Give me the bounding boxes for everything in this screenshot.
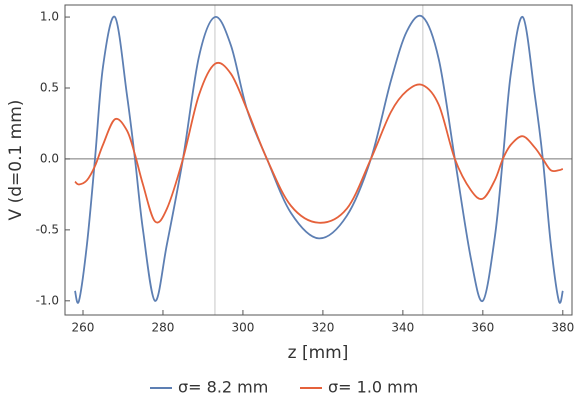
y-tick-label: -1.0 <box>36 293 59 307</box>
plot-frame <box>64 4 573 316</box>
legend-label: σ= 1.0 mm <box>328 378 418 397</box>
line <box>74 14 564 304</box>
y-tick-label: -0.5 <box>36 222 59 236</box>
x-axis-label: z [mm] <box>288 343 349 363</box>
x-tick-label: 320 <box>311 321 334 335</box>
y-tick-label: 0.0 <box>40 151 59 165</box>
x-tick-label: 280 <box>152 321 175 335</box>
x-tick-label: 380 <box>551 321 574 335</box>
x-tick-label: 360 <box>471 321 494 335</box>
x-tick-label: 260 <box>72 321 95 335</box>
y-tick-label: 1.0 <box>40 10 59 24</box>
x-tick-label: 340 <box>391 321 414 335</box>
y-tick-label: 0.5 <box>40 80 59 94</box>
line <box>74 61 564 224</box>
legend-label: σ= 8.2 mm <box>178 378 268 397</box>
x-tick-label: 300 <box>231 321 254 335</box>
y-axis-label: V (d=0.1 mm) <box>6 100 26 221</box>
